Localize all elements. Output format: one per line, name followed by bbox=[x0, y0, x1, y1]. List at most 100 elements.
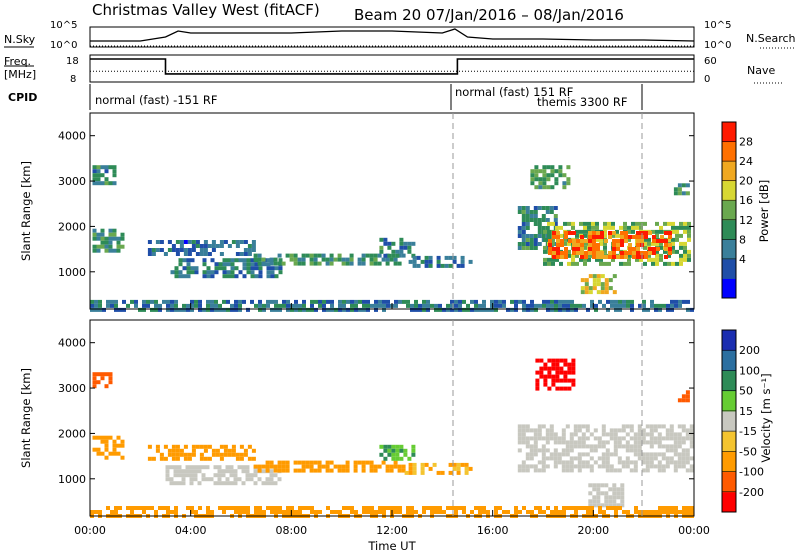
power-cell bbox=[545, 210, 550, 214]
power-cell bbox=[612, 247, 616, 251]
power-cell bbox=[211, 244, 216, 248]
velocity-cell bbox=[610, 506, 614, 510]
power-cell bbox=[683, 253, 687, 258]
power-cell bbox=[379, 249, 384, 254]
power-cell bbox=[215, 244, 220, 248]
power-cell bbox=[412, 255, 417, 260]
velocity-cell bbox=[547, 370, 552, 375]
power-cell bbox=[354, 303, 358, 308]
power-cell bbox=[203, 244, 208, 248]
power-cell bbox=[583, 241, 587, 246]
power-cell bbox=[567, 241, 571, 246]
power-cell bbox=[599, 237, 603, 242]
power-cell bbox=[526, 303, 530, 308]
velocity-cell bbox=[100, 451, 105, 456]
velocity-cell bbox=[369, 468, 374, 473]
velocity-cell bbox=[177, 481, 182, 486]
velocity-cell bbox=[373, 468, 378, 473]
power-cell bbox=[190, 266, 195, 271]
velocity-cell bbox=[689, 464, 694, 469]
velocity-cell bbox=[456, 462, 461, 467]
power-cell bbox=[588, 235, 592, 239]
velocity-cell bbox=[620, 499, 625, 504]
power-cell bbox=[522, 303, 526, 308]
power-cell bbox=[608, 286, 613, 291]
power-cell bbox=[671, 237, 675, 242]
power-cell bbox=[552, 231, 556, 235]
velocity-cell bbox=[612, 499, 617, 504]
velocity-cell bbox=[614, 506, 618, 510]
power-cell bbox=[506, 307, 510, 312]
power-cell bbox=[191, 240, 196, 244]
power-cell bbox=[590, 303, 594, 308]
velocity-cell bbox=[242, 506, 246, 510]
power-cell bbox=[686, 299, 690, 304]
power-cell bbox=[558, 299, 562, 304]
velocity-cell bbox=[362, 510, 366, 514]
power-cell bbox=[438, 303, 442, 308]
power-cell bbox=[346, 307, 350, 312]
velocity-cell bbox=[257, 464, 262, 469]
velocity-cell bbox=[604, 491, 609, 496]
velocity-cell bbox=[165, 473, 170, 478]
velocity-colorbar-tick-label: 50 bbox=[739, 385, 753, 398]
velocity-cell bbox=[397, 464, 402, 469]
velocity-cell bbox=[563, 362, 568, 367]
velocity-cell bbox=[600, 483, 605, 488]
velocity-cell bbox=[353, 464, 358, 469]
velocity-cell bbox=[318, 510, 322, 514]
power-cell bbox=[533, 234, 538, 238]
velocity-cell bbox=[547, 358, 552, 363]
velocity-cell bbox=[617, 444, 622, 449]
velocity-cell bbox=[535, 382, 540, 387]
velocity-cell bbox=[460, 462, 465, 467]
power-cell bbox=[203, 252, 208, 256]
power-cell bbox=[547, 261, 551, 266]
power-cell bbox=[533, 218, 538, 222]
velocity-cell bbox=[108, 435, 113, 440]
velocity-cell bbox=[681, 456, 686, 461]
velocity-cell bbox=[653, 424, 658, 429]
power-cell bbox=[96, 236, 101, 241]
power-cell bbox=[583, 221, 587, 226]
power-cell bbox=[424, 255, 429, 260]
velocity-cell bbox=[634, 506, 638, 510]
velocity-cell bbox=[657, 468, 662, 473]
velocity-cell bbox=[537, 432, 542, 437]
power-cell bbox=[599, 257, 603, 262]
velocity-cell bbox=[482, 506, 486, 510]
velocity-cell bbox=[377, 464, 382, 469]
power-cell bbox=[230, 262, 235, 267]
power-cell bbox=[326, 307, 330, 312]
power-cell bbox=[112, 165, 117, 170]
power-colorbar-swatch bbox=[722, 180, 736, 201]
velocity-cell bbox=[411, 444, 416, 449]
power-cell bbox=[104, 165, 109, 170]
velocity-cell bbox=[239, 444, 244, 449]
power-cell bbox=[478, 303, 482, 308]
velocity-cell bbox=[673, 464, 678, 469]
velocity-cell bbox=[549, 436, 554, 441]
velocity-cell bbox=[229, 473, 234, 478]
velocity-cell bbox=[378, 510, 382, 514]
velocity-cell bbox=[650, 510, 654, 514]
power-cell bbox=[628, 251, 632, 255]
power-cell bbox=[382, 299, 386, 304]
velocity-cell bbox=[189, 481, 194, 486]
velocity-cell bbox=[617, 436, 622, 441]
power-cell bbox=[655, 249, 659, 254]
power-cell bbox=[424, 263, 429, 268]
velocity-cell bbox=[217, 477, 222, 482]
power-cell bbox=[337, 257, 342, 262]
power-cell bbox=[608, 278, 613, 283]
power-cell bbox=[592, 255, 596, 259]
velocity-cell bbox=[649, 460, 654, 465]
velocity-cell bbox=[197, 469, 202, 474]
velocity-cell bbox=[521, 436, 526, 441]
velocity-cell bbox=[637, 444, 642, 449]
power-cell bbox=[627, 253, 631, 258]
velocity-cell bbox=[573, 424, 578, 429]
power-cell bbox=[428, 263, 433, 268]
velocity-colorbar-tick-label: -15 bbox=[739, 425, 757, 438]
